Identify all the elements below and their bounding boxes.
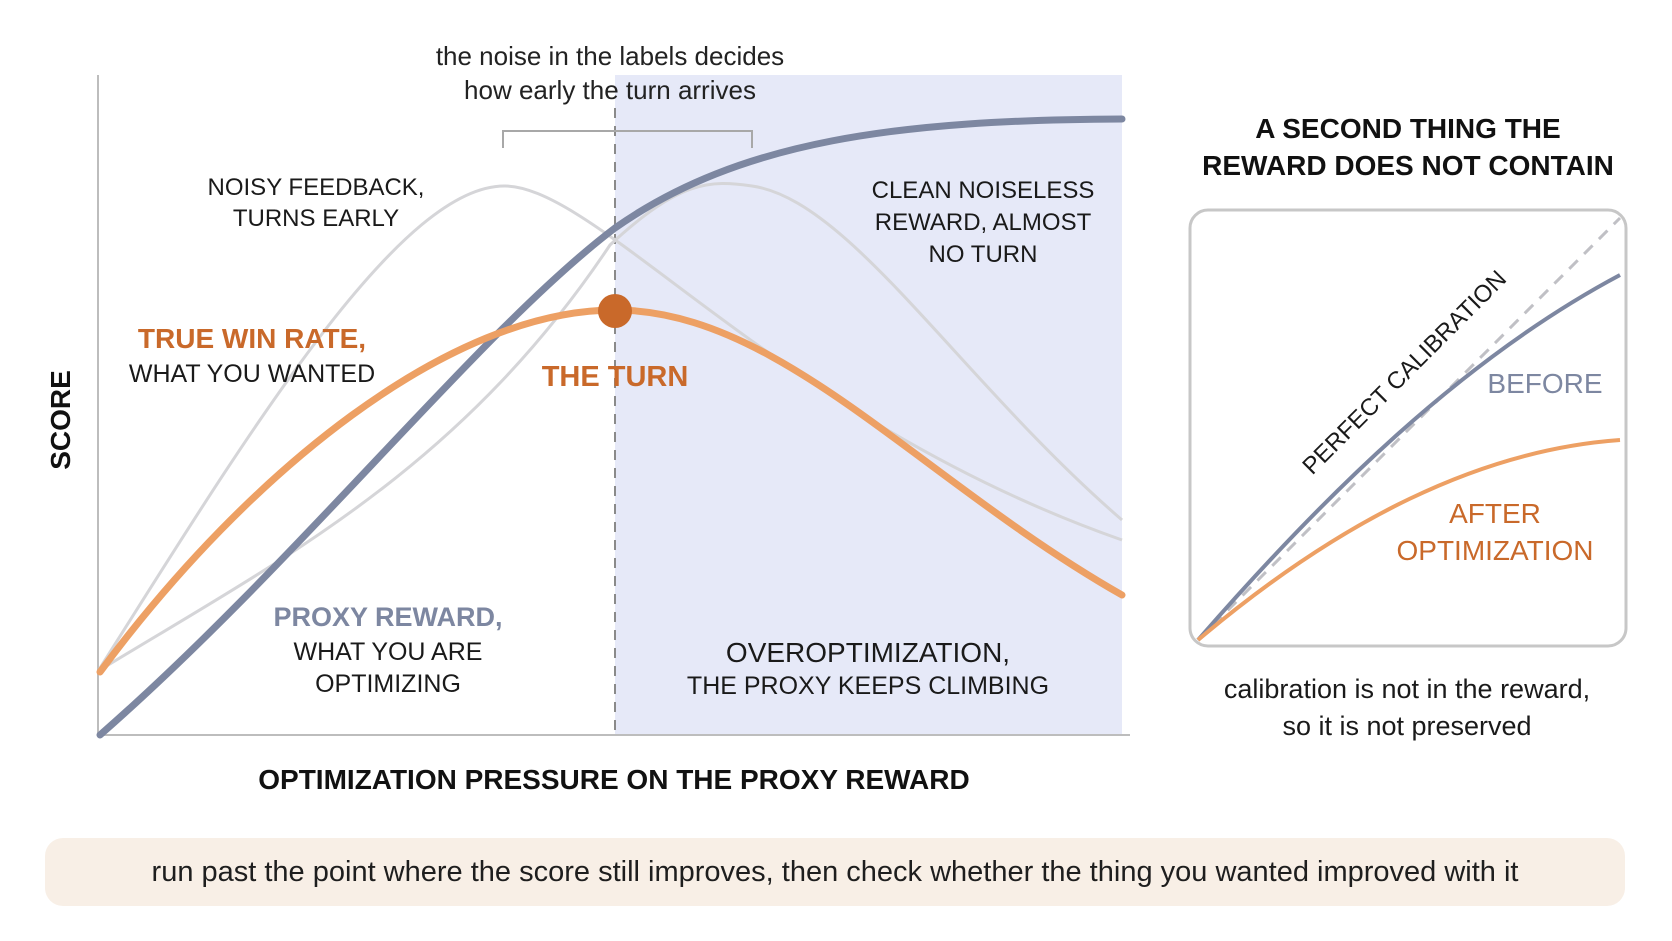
proxy-reward-subtitle-1: WHAT YOU ARE: [294, 638, 483, 666]
side-caption-line-1: calibration is not in the reward,: [1224, 674, 1590, 704]
after-label-line-1: AFTER: [1449, 498, 1541, 529]
before-label: BEFORE: [1487, 368, 1602, 399]
true-win-rate-title: TRUE WIN RATE,: [138, 323, 366, 354]
clean-label-line-2: REWARD, ALMOST: [875, 209, 1092, 236]
after-label-line-2: OPTIMIZATION: [1396, 535, 1593, 566]
noisy-label-line-2: TURNS EARLY: [233, 205, 399, 232]
x-axis-title: OPTIMIZATION PRESSURE ON THE PROXY REWAR…: [258, 764, 969, 795]
proxy-reward-subtitle-2: OPTIMIZING: [315, 670, 461, 698]
bracket-note-line-1: the noise in the labels decides: [436, 41, 784, 71]
proxy-reward-curve: [96, 115, 1126, 739]
bracket-note-line-2: how early the turn arrives: [464, 75, 756, 105]
footer-text: run past the point where the score still…: [151, 855, 1519, 888]
side-title-line-2: REWARD DOES NOT CONTAIN: [1202, 150, 1614, 181]
overoptimization-region: [615, 75, 1122, 735]
noise-bracket: [502, 130, 753, 148]
clean-label-line-1: CLEAN NOISELESS: [872, 177, 1095, 204]
overoptimization-title: OVEROPTIMIZATION,: [726, 637, 1010, 668]
overoptimization-subtitle: THE PROXY KEEPS CLIMBING: [687, 672, 1049, 700]
side-caption-line-2: so it is not preserved: [1282, 711, 1531, 741]
side-title-line-1: A SECOND THING THE: [1255, 113, 1560, 144]
before-curve: [1196, 273, 1621, 642]
true-win-rate-subtitle: WHAT YOU WANTED: [129, 360, 375, 388]
proxy-reward-title: PROXY REWARD,: [273, 602, 502, 632]
clean-label-line-3: NO TURN: [929, 241, 1038, 268]
after-curve: [1196, 438, 1621, 642]
noisy-label-line-1: NOISY FEEDBACK,: [208, 174, 425, 201]
perfect-calibration-line: [1196, 216, 1622, 642]
turn-point: [598, 294, 632, 328]
footer-banner: run past the point where the score still…: [45, 838, 1625, 906]
turn-label: THE TURN: [542, 361, 689, 393]
y-axis-title: SCORE: [45, 370, 76, 470]
